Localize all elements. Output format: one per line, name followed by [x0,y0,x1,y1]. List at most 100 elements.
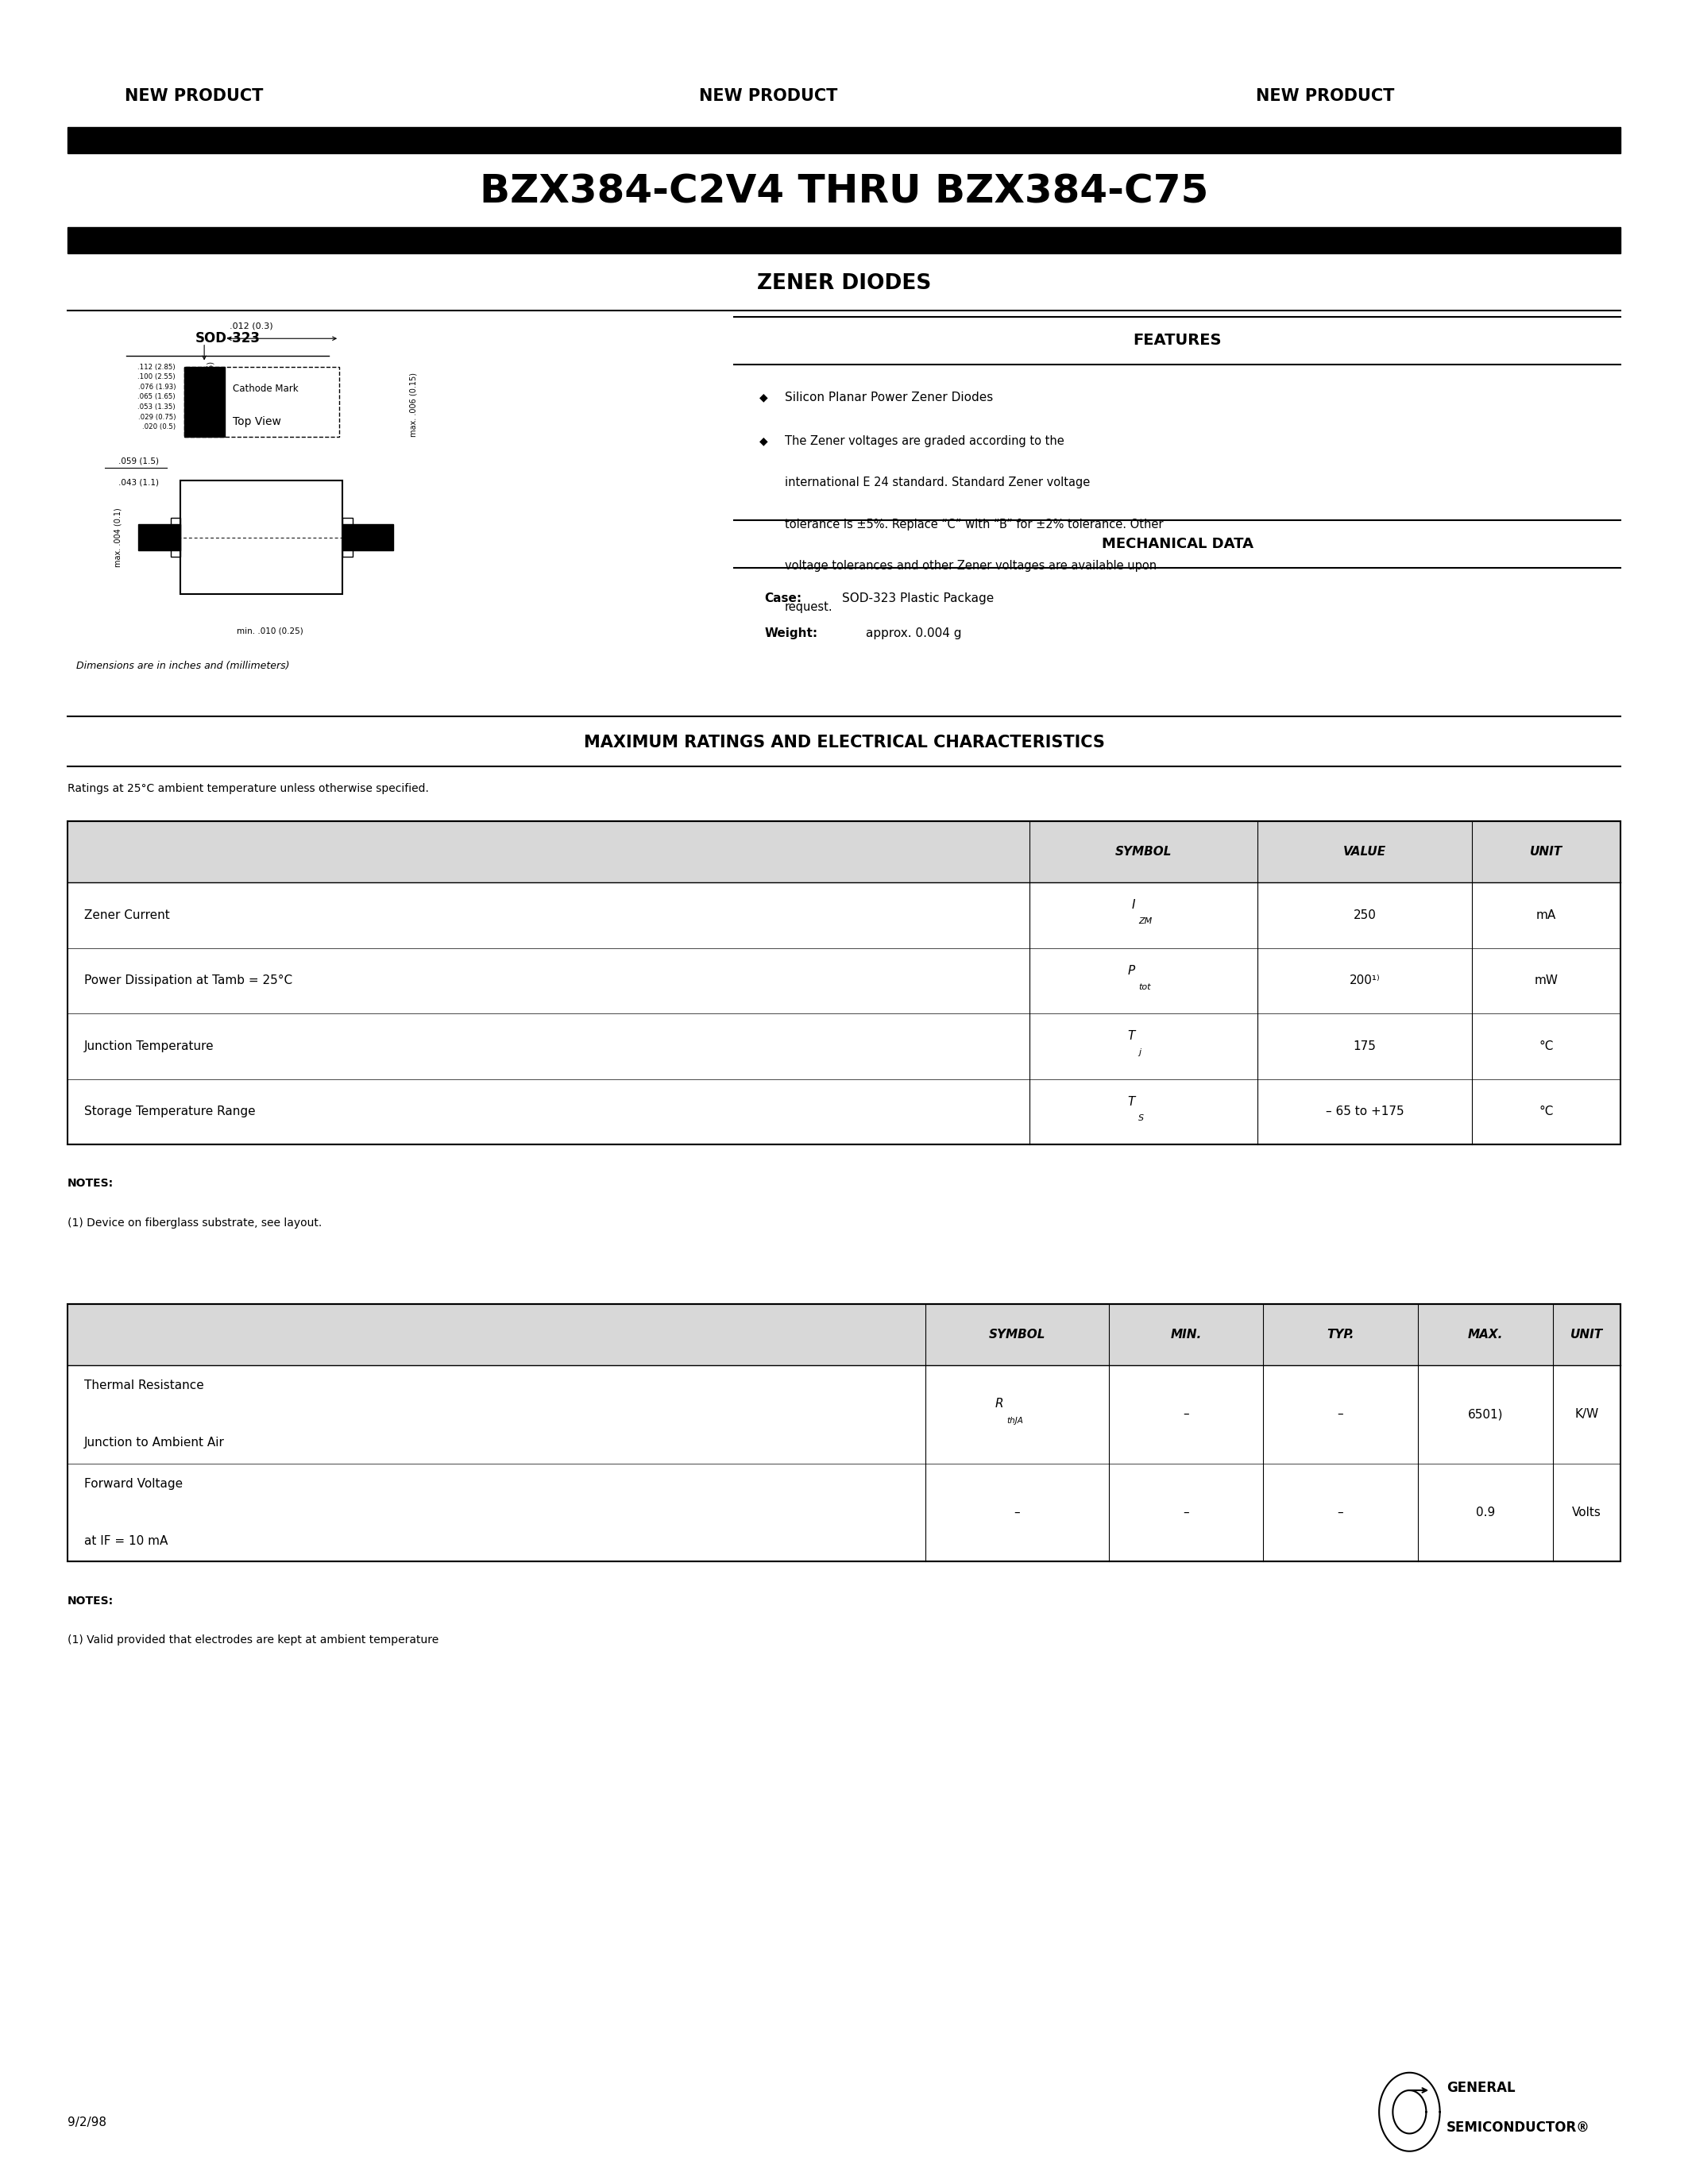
Text: .053 (1.35): .053 (1.35) [138,404,176,411]
Text: NEW PRODUCT: NEW PRODUCT [125,87,263,105]
Text: max. .049 (1.25): max. .049 (1.25) [208,363,214,426]
Text: voltage tolerances and other Zener voltages are available upon: voltage tolerances and other Zener volta… [785,559,1156,572]
Text: UNIT: UNIT [1529,845,1563,858]
Text: P: P [1128,965,1134,976]
Text: j: j [1138,1048,1141,1057]
Text: TYP.: TYP. [1327,1328,1354,1341]
Text: (1) Device on fiberglass substrate, see layout.: (1) Device on fiberglass substrate, see … [68,1216,322,1230]
Text: Case:: Case: [765,592,802,605]
Text: Weight:: Weight: [765,627,819,640]
Text: Dimensions are in inches and (millimeters): Dimensions are in inches and (millimeter… [76,662,289,670]
Text: .059 (1.5): .059 (1.5) [118,456,159,465]
Text: MAXIMUM RATINGS AND ELECTRICAL CHARACTERISTICS: MAXIMUM RATINGS AND ELECTRICAL CHARACTER… [584,734,1104,751]
Text: 9/2/98: 9/2/98 [68,2116,106,2129]
Text: Ratings at 25°C ambient temperature unless otherwise specified.: Ratings at 25°C ambient temperature unle… [68,782,429,795]
Text: Junction Temperature: Junction Temperature [84,1040,214,1053]
Text: NOTES:: NOTES: [68,1594,113,1607]
Text: request.: request. [785,601,834,614]
Text: MAX.: MAX. [1469,1328,1502,1341]
Text: ZM: ZM [1138,917,1153,926]
Text: SYMBOL: SYMBOL [1116,845,1171,858]
Text: .020 (0.5): .020 (0.5) [142,424,176,430]
Text: Thermal Resistance: Thermal Resistance [84,1380,204,1391]
Bar [170,518,181,557]
Text: Zener Current: Zener Current [84,909,170,922]
Text: Cathode Mark: Cathode Mark [233,384,299,393]
Text: SYMBOL: SYMBOL [989,1328,1045,1341]
Text: Volts: Volts [1572,1507,1602,1518]
Text: .065 (1.65): .065 (1.65) [138,393,176,400]
Text: Power Dissipation at Tamb = 25°C: Power Dissipation at Tamb = 25°C [84,974,292,987]
Text: approx. 0.004 g: approx. 0.004 g [866,627,962,640]
Text: .100 (2.55): .100 (2.55) [138,373,176,380]
Text: .029 (0.75): .029 (0.75) [138,413,176,422]
Text: T: T [1128,1096,1134,1107]
Text: 175: 175 [1354,1040,1376,1053]
Text: .076 (1.93): .076 (1.93) [138,384,176,391]
Text: .043 (1.1): .043 (1.1) [118,478,159,487]
Bar [343,518,353,557]
Text: Storage Temperature Range: Storage Temperature Range [84,1105,255,1118]
Text: (1) Valid provided that electrodes are kept at ambient temperature: (1) Valid provided that electrodes are k… [68,1634,439,1647]
Text: thJA: thJA [1006,1417,1023,1424]
Text: SOD-323: SOD-323 [196,332,260,345]
Text: max. .006 (0.15): max. .006 (0.15) [410,373,417,437]
Text: –: – [1337,1409,1344,1420]
Text: MECHANICAL DATA: MECHANICAL DATA [1102,537,1252,550]
Text: international E 24 standard. Standard Zener voltage: international E 24 standard. Standard Ze… [785,476,1090,489]
Text: tot: tot [1138,983,1151,992]
Text: Junction to Ambient Air: Junction to Ambient Air [84,1437,225,1448]
Bar [138,524,181,550]
Text: K/W: K/W [1575,1409,1599,1420]
Bar [68,1304,1620,1562]
Text: 250: 250 [1354,909,1376,922]
Text: R: R [996,1398,1003,1411]
Bar [68,821,1620,1144]
Text: VALUE: VALUE [1344,845,1386,858]
Text: .112 (2.85): .112 (2.85) [138,363,176,371]
Text: ◆: ◆ [760,391,768,404]
Bar [181,480,343,594]
Text: SOD-323 Plastic Package: SOD-323 Plastic Package [842,592,994,605]
Text: T: T [1128,1031,1134,1042]
Text: GENERAL: GENERAL [1447,2081,1516,2094]
Text: ◆: ◆ [760,435,768,448]
Bar [68,821,1620,882]
Text: – 65 to +175: – 65 to +175 [1325,1105,1404,1118]
Text: max. .004 (0.1): max. .004 (0.1) [115,507,122,568]
Text: mA: mA [1536,909,1556,922]
Text: tolerance is ±5%. Replace “C” with “B” for ±2% tolerance. Other: tolerance is ±5%. Replace “C” with “B” f… [785,518,1163,531]
Text: The Zener voltages are graded according to the: The Zener voltages are graded according … [785,435,1065,448]
Bar [68,227,1620,253]
Text: Top View: Top View [233,415,282,428]
Text: –: – [1183,1507,1188,1518]
Text: mW: mW [1534,974,1558,987]
Text: Forward Voltage: Forward Voltage [84,1479,182,1489]
Text: BZX384-C2V4 THRU BZX384-C75: BZX384-C2V4 THRU BZX384-C75 [479,173,1209,212]
Text: ZENER DIODES: ZENER DIODES [756,273,932,295]
Bar [184,367,339,437]
Text: I: I [1131,900,1134,911]
Text: .012 (0.3): .012 (0.3) [230,321,273,330]
Text: S: S [1138,1114,1144,1123]
Text: –: – [1337,1507,1344,1518]
Text: 0.9: 0.9 [1475,1507,1496,1518]
Text: NEW PRODUCT: NEW PRODUCT [699,87,837,105]
Bar [343,524,393,550]
Text: NEW PRODUCT: NEW PRODUCT [1256,87,1394,105]
Text: MIN.: MIN. [1170,1328,1202,1341]
Text: 200¹⁾: 200¹⁾ [1349,974,1381,987]
Text: °C: °C [1539,1105,1553,1118]
Text: UNIT: UNIT [1570,1328,1604,1341]
Text: SEMICONDUCTOR®: SEMICONDUCTOR® [1447,2121,1590,2134]
Bar [68,127,1620,153]
Text: –: – [1183,1409,1188,1420]
Text: –: – [1014,1507,1020,1518]
Text: NOTES:: NOTES: [68,1177,113,1190]
Bar [184,367,225,437]
Text: Silicon Planar Power Zener Diodes: Silicon Planar Power Zener Diodes [785,391,993,404]
Text: FEATURES: FEATURES [1133,334,1222,347]
Text: at IF = 10 mA: at IF = 10 mA [84,1535,169,1546]
Text: 6501): 6501) [1469,1409,1502,1420]
Text: °C: °C [1539,1040,1553,1053]
